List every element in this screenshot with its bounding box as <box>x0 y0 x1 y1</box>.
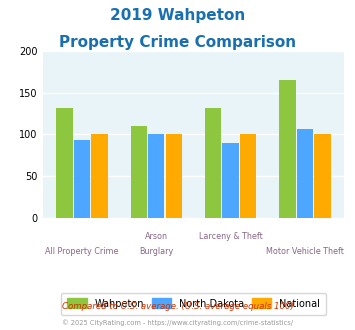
Bar <box>297 129 313 218</box>
Bar <box>314 134 331 218</box>
Text: Motor Vehicle Theft: Motor Vehicle Theft <box>266 247 344 256</box>
Text: Larceny & Theft: Larceny & Theft <box>199 232 262 241</box>
Bar <box>205 108 222 218</box>
Text: 2019 Wahpeton: 2019 Wahpeton <box>110 8 245 23</box>
Bar <box>279 80 296 218</box>
Text: Compared to U.S. average. (U.S. average equals 100): Compared to U.S. average. (U.S. average … <box>61 302 294 311</box>
Bar <box>148 134 164 218</box>
Bar <box>223 143 239 218</box>
Bar <box>131 126 147 218</box>
Text: Burglary: Burglary <box>139 247 174 256</box>
Bar <box>165 134 182 218</box>
Legend: Wahpeton, North Dakota, National: Wahpeton, North Dakota, National <box>61 293 326 314</box>
Text: Property Crime Comparison: Property Crime Comparison <box>59 35 296 50</box>
Bar <box>91 134 108 218</box>
Text: © 2025 CityRating.com - https://www.cityrating.com/crime-statistics/: © 2025 CityRating.com - https://www.city… <box>62 319 293 326</box>
Text: Arson: Arson <box>145 232 168 241</box>
Bar <box>74 140 90 218</box>
Bar <box>240 134 256 218</box>
Text: All Property Crime: All Property Crime <box>45 247 119 256</box>
Bar <box>56 108 73 218</box>
